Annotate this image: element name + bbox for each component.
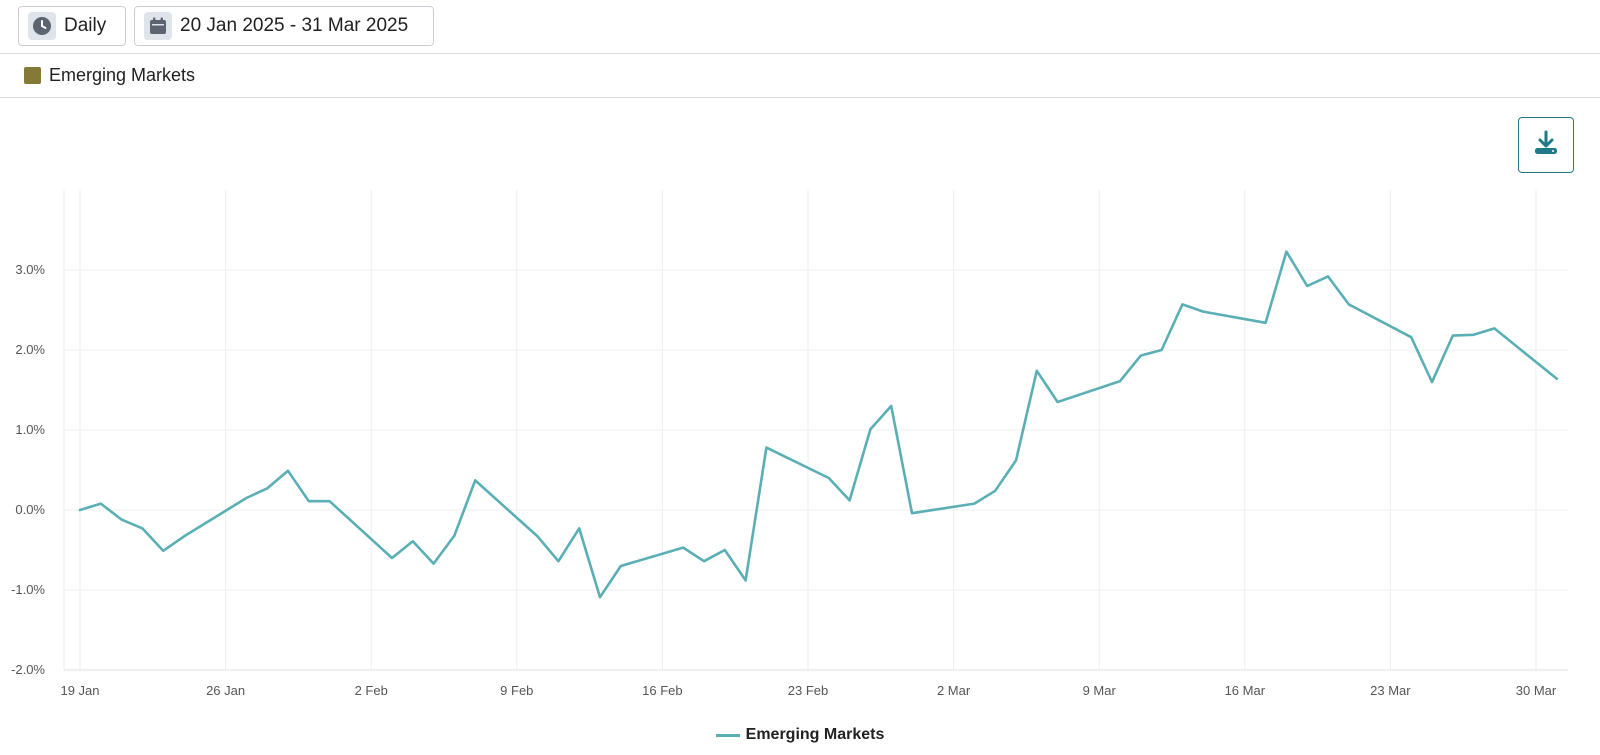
legend-line-marker — [715, 733, 740, 737]
data-point — [1493, 327, 1496, 330]
data-point — [620, 565, 623, 568]
toolbar: Daily 20 Jan 2025 - 31 Mar 2025 — [0, 0, 1600, 54]
data-point — [869, 428, 872, 431]
x-tick-label: 16 Feb — [642, 683, 682, 698]
data-point — [1410, 336, 1413, 339]
y-tick-label: 0.0% — [15, 502, 45, 517]
data-point — [328, 500, 331, 503]
data-point — [1431, 381, 1434, 384]
data-point — [536, 535, 539, 538]
y-tick-label: -1.0% — [11, 582, 45, 597]
data-point — [1140, 354, 1143, 357]
data-point — [1285, 250, 1288, 253]
clock-icon — [28, 12, 56, 40]
data-point — [744, 579, 747, 582]
data-point — [245, 497, 248, 500]
data-point — [1202, 310, 1205, 313]
chart-legend-label[interactable]: Emerging Markets — [745, 726, 885, 743]
x-tick-label: 30 Mar — [1516, 683, 1557, 698]
x-tick-label: 19 Jan — [60, 683, 99, 698]
data-point — [1015, 459, 1018, 462]
data-point — [1348, 303, 1351, 306]
series-line-emerging-markets — [78, 250, 1559, 599]
data-point — [100, 502, 103, 505]
x-tick-label: 23 Mar — [1370, 683, 1411, 698]
x-tick-label: 26 Jan — [206, 683, 245, 698]
chart-series — [78, 250, 1559, 599]
data-point — [724, 549, 727, 552]
chart-axes: 19 Jan 26 Jan 2 Feb 9 Feb 16 Feb 23 Feb 2 Mar 9… — [11, 262, 1557, 698]
data-point — [848, 499, 851, 502]
x-tick-label: 23 Feb — [788, 683, 828, 698]
data-point — [287, 470, 290, 473]
x-tick-label: 2 Mar — [937, 683, 971, 698]
data-point — [162, 550, 165, 553]
y-tick-label: 2.0% — [15, 342, 45, 357]
date-range-button[interactable]: 20 Jan 2025 - 31 Mar 2025 — [134, 6, 434, 46]
data-point — [308, 500, 311, 503]
data-point — [1036, 370, 1039, 373]
series-legend: Emerging Markets — [0, 54, 1600, 98]
chart-legend: Emerging Markets — [0, 720, 1600, 750]
data-point — [141, 527, 144, 530]
interval-selector-button[interactable]: Daily — [18, 6, 126, 46]
data-point — [412, 540, 415, 543]
data-point — [599, 596, 602, 599]
data-point — [1452, 334, 1455, 337]
series-color-swatch — [24, 67, 41, 84]
x-tick-label: 9 Mar — [1083, 683, 1117, 698]
data-point — [578, 527, 581, 530]
data-point — [120, 518, 123, 521]
data-point — [828, 477, 831, 480]
interval-label: Daily — [64, 15, 107, 36]
y-tick-label: -2.0% — [11, 662, 45, 677]
data-point — [1306, 285, 1309, 288]
data-point — [994, 490, 997, 493]
data-point — [1264, 322, 1267, 325]
data-point — [703, 560, 706, 563]
data-point — [1160, 349, 1163, 352]
data-point — [682, 546, 685, 549]
data-point — [557, 560, 560, 563]
data-point — [973, 502, 976, 505]
data-point — [474, 479, 477, 482]
chart-grid — [63, 190, 1568, 671]
download-button[interactable] — [1518, 117, 1574, 173]
data-point — [890, 405, 893, 408]
data-point — [453, 534, 456, 537]
data-point — [1056, 401, 1059, 404]
data-point — [391, 557, 394, 560]
data-point — [1327, 275, 1330, 278]
x-tick-label: 9 Feb — [500, 683, 533, 698]
date-range-label: 20 Jan 2025 - 31 Mar 2025 — [180, 15, 409, 36]
x-tick-label: 16 Mar — [1225, 683, 1266, 698]
y-tick-label: 3.0% — [15, 262, 45, 277]
data-point — [765, 446, 768, 449]
data-point — [432, 562, 435, 565]
y-tick-label: 1.0% — [15, 422, 45, 437]
data-point — [1181, 303, 1184, 306]
data-point — [183, 535, 186, 538]
data-point — [1472, 334, 1475, 337]
x-tick-label: 2 Feb — [355, 683, 388, 698]
series-legend-label[interactable]: Emerging Markets — [49, 65, 196, 85]
calendar-icon — [144, 12, 172, 40]
data-point — [1556, 378, 1559, 381]
download-icon — [1532, 129, 1560, 162]
data-point — [266, 487, 269, 490]
data-point — [1119, 380, 1122, 383]
data-point — [79, 509, 82, 512]
data-point — [911, 512, 914, 515]
